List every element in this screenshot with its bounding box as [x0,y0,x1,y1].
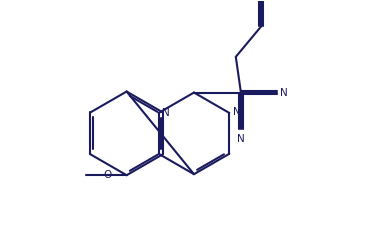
Text: O: O [103,170,111,180]
Text: N: N [162,109,170,119]
Text: N: N [237,134,245,144]
Text: N: N [280,88,287,97]
Text: N: N [233,107,240,117]
